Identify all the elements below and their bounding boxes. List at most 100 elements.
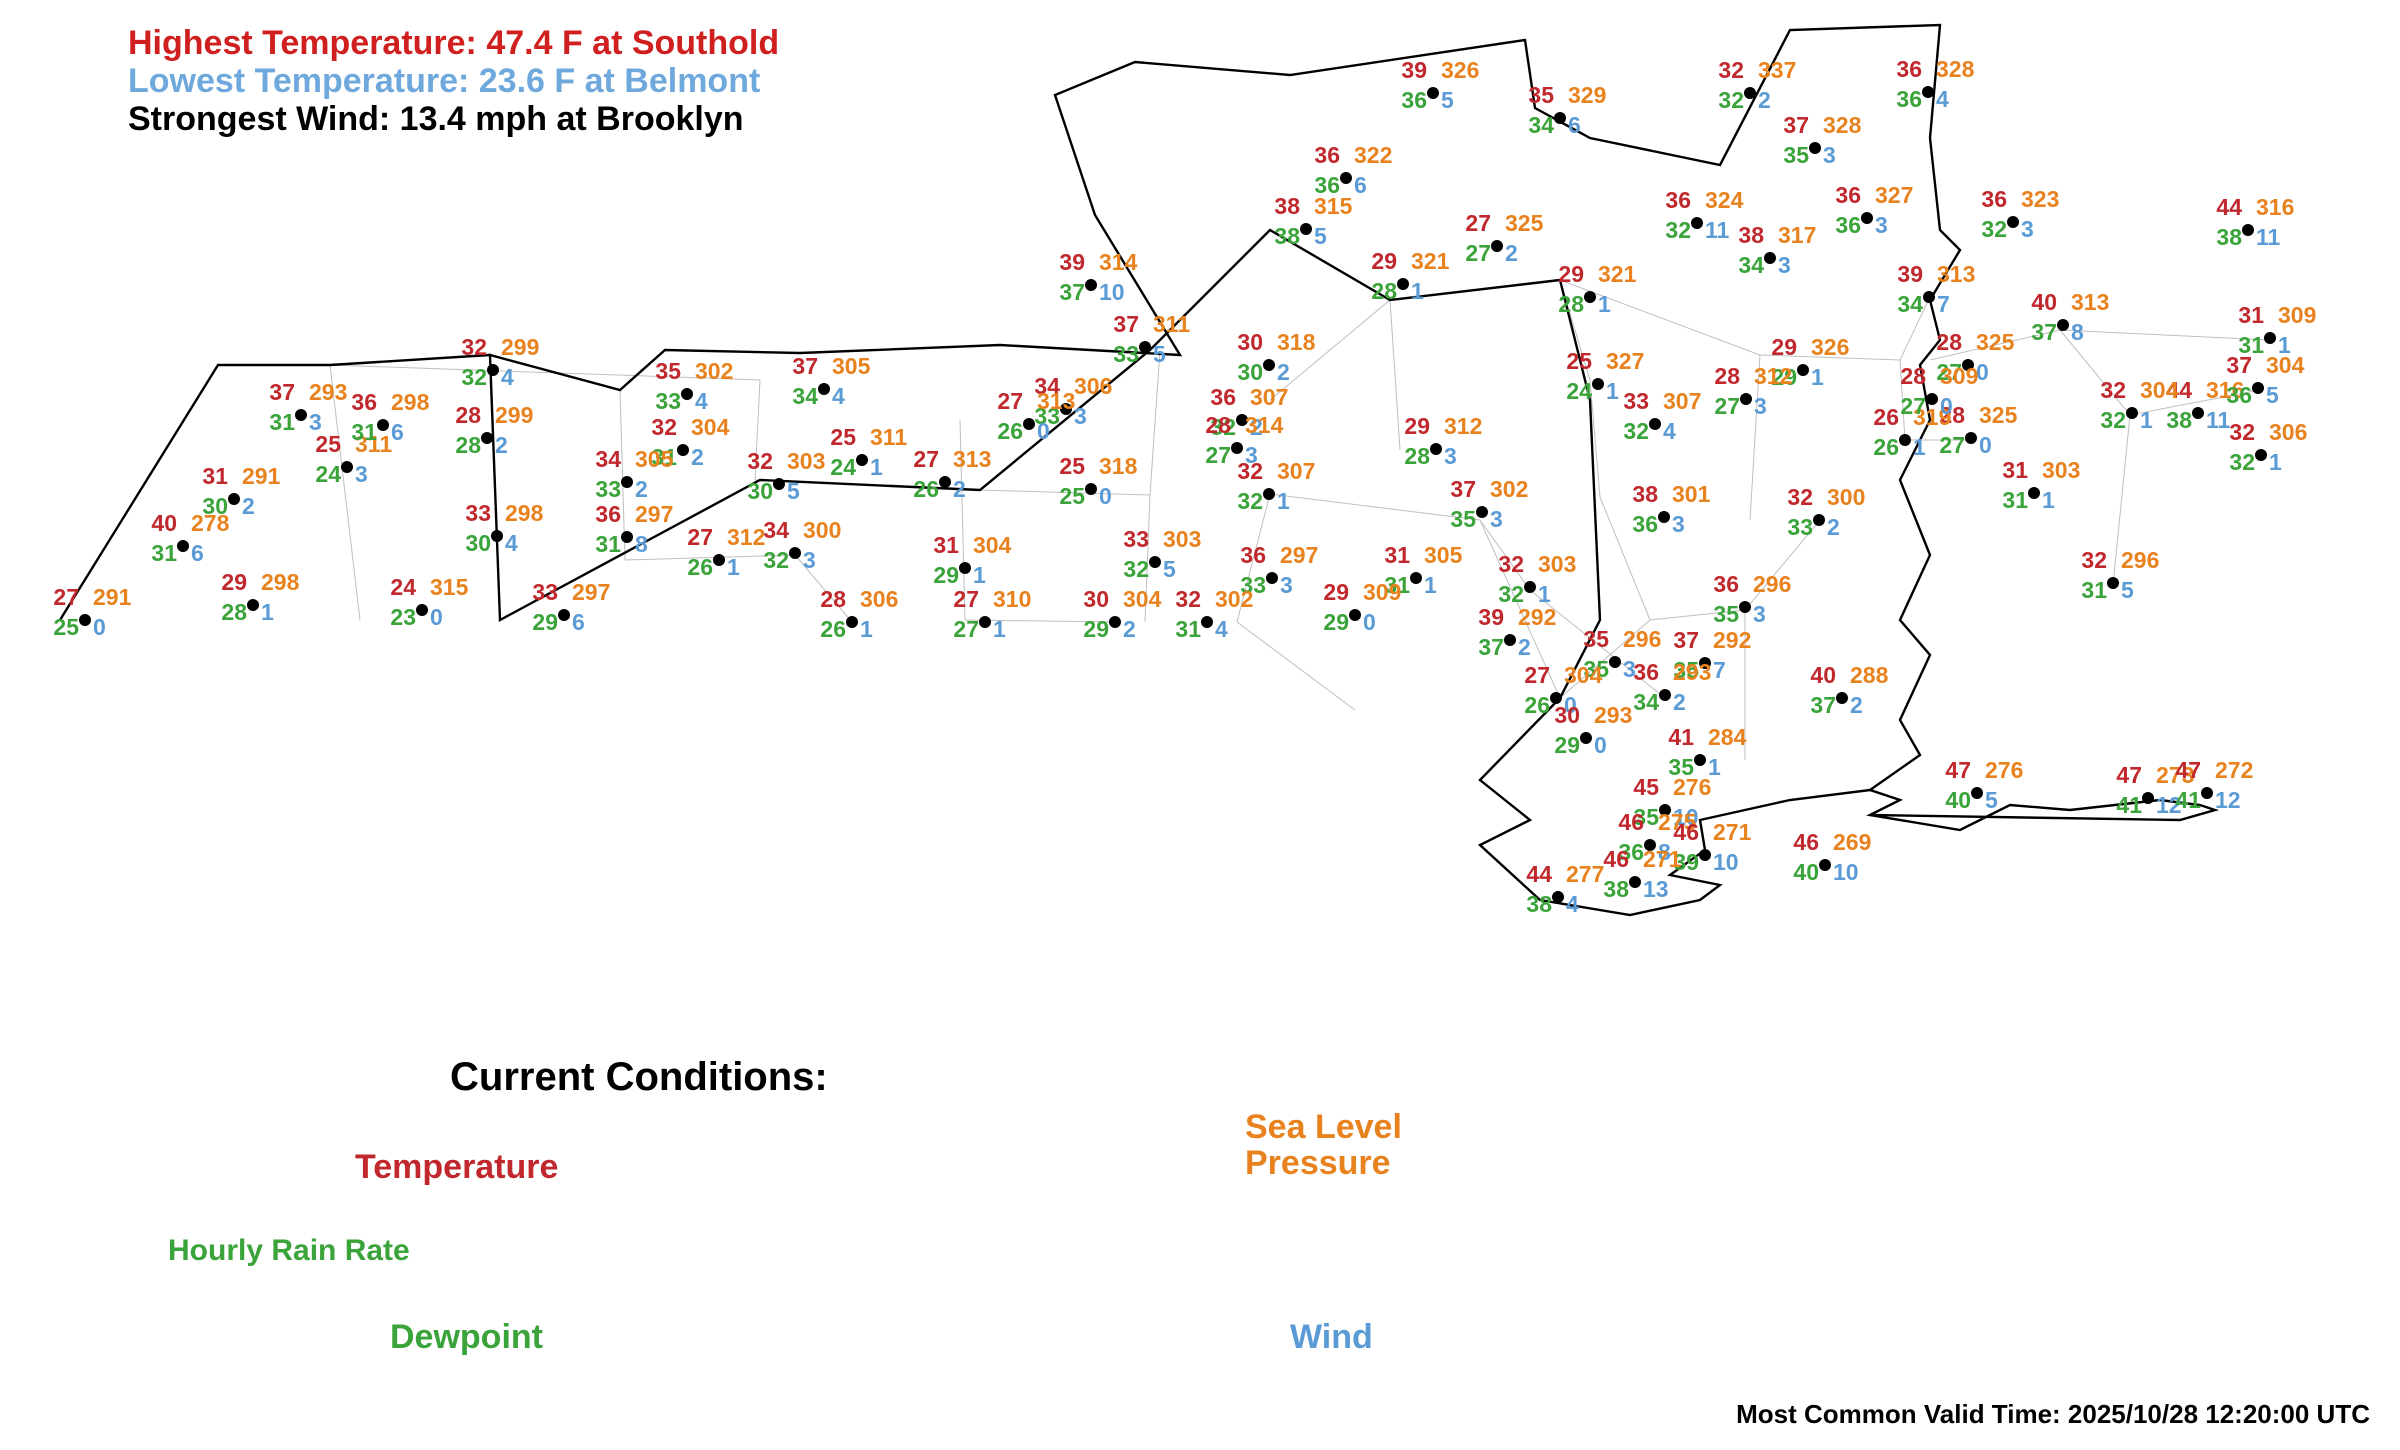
station-temperature-value: 32 (1221, 460, 1263, 483)
station-marker-dot (1231, 442, 1243, 454)
station-marker-dot (2252, 382, 2264, 394)
station-temperature-value: 38 (1722, 224, 1764, 247)
station-marker-dot (1266, 572, 1278, 584)
station-pressure-value: 291 (242, 465, 280, 488)
station-temperature-value: 36 (335, 391, 377, 414)
station-marker-dot (228, 493, 240, 505)
station-wind-value: 10 (1713, 851, 1739, 874)
station-dewpoint-value: 28 (205, 601, 247, 624)
station-temperature-value: 47 (2159, 759, 2201, 782)
station-marker-dot (1658, 511, 1670, 523)
station-temperature-value: 32 (1771, 486, 1813, 509)
station-pressure-value: 314 (1245, 414, 1283, 437)
station-dewpoint-value: 33 (1771, 516, 1813, 539)
station-wind-value: 0 (93, 616, 106, 639)
station-marker-dot (1476, 506, 1488, 518)
station-marker-dot (377, 419, 389, 431)
station-pressure-value: 315 (1314, 195, 1352, 218)
station-wind-value: 3 (1490, 508, 1503, 531)
weather-station-43: 32 306 32 1 (2261, 455, 2262, 456)
station-dewpoint-value: 27 (1884, 395, 1926, 418)
weather-station-66: 32 303 32 1 (1530, 587, 1531, 588)
station-dewpoint-value: 36 (1385, 89, 1427, 112)
station-marker-dot (621, 531, 633, 543)
station-marker-dot (1109, 616, 1121, 628)
weather-station-68: 32 296 31 5 (2113, 583, 2114, 584)
station-temperature-value: 28 (804, 588, 846, 611)
station-dewpoint-value: 33 (1097, 343, 1139, 366)
weather-station-3: 36 328 36 4 (1928, 92, 1929, 93)
weather-station-73: 27 310 27 1 (985, 622, 986, 623)
weather-station-91: 46 269 40 10 (1825, 865, 1826, 866)
station-temperature-value: 28 (1189, 414, 1231, 437)
station-pressure-value: 337 (1758, 59, 1796, 82)
station-dewpoint-value: 31 (135, 542, 177, 565)
station-marker-dot (1629, 876, 1641, 888)
weather-station-59: 36 297 31 8 (627, 537, 628, 538)
station-pressure-value: 269 (1833, 831, 1871, 854)
station-temperature-value: 41 (1652, 726, 1694, 749)
station-marker-dot (2126, 407, 2138, 419)
station-marker-dot (1430, 443, 1442, 455)
station-wind-value: 1 (973, 564, 986, 587)
station-wind-value: 1 (1913, 436, 1926, 459)
weather-station-10: 38 315 38 5 (1306, 229, 1307, 230)
station-temperature-value: 36 (579, 503, 621, 526)
station-wind-value: 3 (1875, 214, 1888, 237)
station-temperature-value: 29 (1388, 415, 1430, 438)
station-wind-value: 1 (2269, 451, 2282, 474)
station-dewpoint-value: 26 (981, 420, 1023, 443)
station-dewpoint-value: 28 (439, 434, 481, 457)
weather-station-57: 40 278 31 6 (183, 546, 184, 547)
station-wind-value: 2 (1505, 242, 1518, 265)
station-dewpoint-value: 26 (897, 478, 939, 501)
station-temperature-value: 25 (814, 426, 856, 449)
station-marker-dot (1922, 86, 1934, 98)
station-marker-dot (2057, 319, 2069, 331)
station-pressure-value: 296 (1623, 628, 1661, 651)
station-temperature-value: 31 (1368, 544, 1410, 567)
station-dewpoint-value: 32 (747, 549, 789, 572)
station-temperature-value: 24 (374, 576, 416, 599)
station-pressure-value: 272 (2215, 759, 2253, 782)
station-pressure-value: 299 (501, 336, 539, 359)
station-temperature-value: 44 (1510, 863, 1552, 886)
station-marker-dot (79, 614, 91, 626)
station-dewpoint-value: 27 (1698, 395, 1740, 418)
station-marker-dot (1861, 212, 1873, 224)
weather-station-44: 37 293 31 3 (301, 415, 302, 416)
station-temperature-value: 27 (937, 588, 979, 611)
station-marker-dot (846, 616, 858, 628)
weather-station-63: 33 303 32 5 (1155, 562, 1156, 563)
station-wind-value: 1 (1411, 280, 1424, 303)
station-pressure-value: 302 (1490, 478, 1528, 501)
station-marker-dot (1836, 692, 1848, 704)
station-wind-value: 4 (505, 532, 518, 555)
station-wind-value: 10 (1099, 281, 1125, 304)
station-dewpoint-value: 35 (1767, 144, 1809, 167)
station-wind-value: 12 (2215, 789, 2241, 812)
weather-station-24: 28 325 27 0 (1971, 438, 1972, 439)
station-marker-dot (1699, 849, 1711, 861)
station-dewpoint-value: 36 (1880, 88, 1922, 111)
station-wind-value: 5 (787, 480, 800, 503)
station-wind-value: 2 (1123, 618, 1136, 641)
station-temperature-value: 46 (1777, 831, 1819, 854)
weather-station-60: 27 312 26 1 (719, 560, 720, 561)
station-temperature-value: 39 (1043, 251, 1085, 274)
station-dewpoint-value: 31 (1986, 489, 2028, 512)
station-wind-value: 1 (1598, 293, 1611, 316)
station-pressure-value: 302 (695, 360, 733, 383)
station-wind-value: 8 (2071, 321, 2084, 344)
weather-station-37: 33 307 32 4 (1655, 424, 1656, 425)
station-marker-dot (1397, 278, 1409, 290)
station-marker-dot (1740, 393, 1752, 405)
station-temperature-value: 39 (1385, 59, 1427, 82)
weather-station-39: 28 309 27 0 (1932, 399, 1933, 400)
station-wind-value: 2 (1850, 694, 1863, 717)
station-dewpoint-value: 34 (1881, 293, 1923, 316)
station-marker-dot (1491, 240, 1503, 252)
station-marker-dot (1201, 616, 1213, 628)
station-wind-value: 3 (1754, 395, 1767, 418)
station-marker-dot (1340, 172, 1352, 184)
